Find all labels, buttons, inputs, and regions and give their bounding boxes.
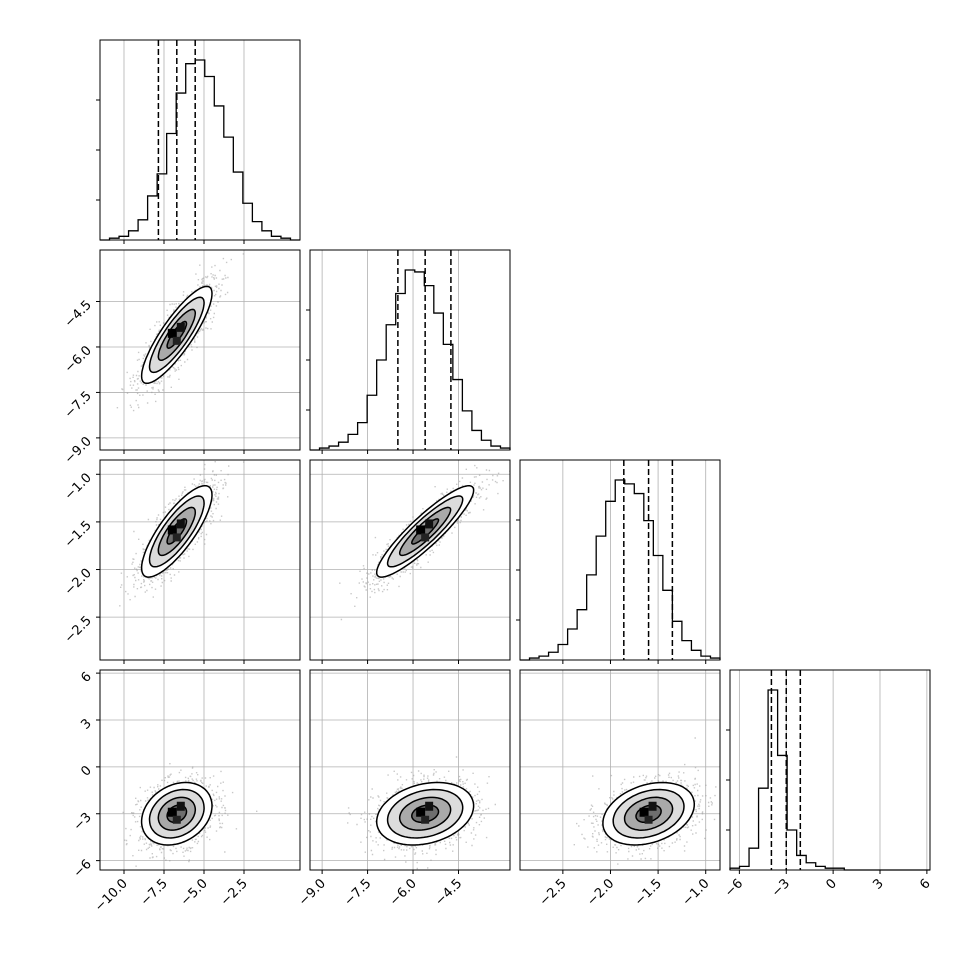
y-tick-label: −2.0 (62, 566, 95, 599)
x-tick-label: −7.5 (138, 876, 171, 909)
scatter-panel-3-0: −10.0 −7.5 −5.0 −2.5 −6 −3 0 3 6 (71, 669, 301, 915)
panel-content (573, 737, 717, 865)
x-tick-label: −9.0 (296, 876, 329, 909)
y-tick-label: −6.0 (62, 343, 95, 376)
y-tick-label: −3 (71, 810, 95, 834)
y-tick-label: −4.5 (62, 298, 95, 331)
y-tick-label: −1.0 (62, 471, 95, 504)
panel-content (122, 763, 258, 867)
x-tick-label: −2.5 (218, 876, 251, 909)
histogram-panel-0 (96, 39, 301, 244)
density-core (172, 336, 181, 345)
x-tick-label: −3 (769, 876, 793, 900)
x-tick-label: −6.0 (387, 876, 420, 909)
density-core (421, 533, 430, 542)
histogram-panel-2 (516, 459, 721, 664)
scatter-panel-3-1: −9.0 −7.5 −6.0 −4.5 (296, 669, 511, 909)
density-core (425, 519, 434, 529)
panel-frame (519, 459, 721, 661)
x-tick-label: −6 (722, 876, 746, 900)
panel-frame (309, 459, 511, 661)
x-tick-label: −2.5 (537, 876, 570, 909)
panel-frame (309, 669, 511, 871)
density-core (416, 807, 426, 817)
x-tick-label: −1.0 (680, 876, 713, 909)
scatter-panel-3-2: −2.5 −2.0 −1.5 −1.0 (519, 669, 721, 909)
density-core (167, 807, 177, 817)
x-tick-label: −7.5 (341, 876, 374, 909)
density-core (644, 815, 653, 824)
y-tick-label: −1.5 (62, 518, 95, 551)
density-core (167, 328, 177, 338)
density-core (172, 533, 181, 542)
density-core (421, 815, 430, 824)
scatter-panel-1-0: −9.0 −7.5 −6.0 −4.5 (62, 249, 301, 467)
histogram-panel-1 (306, 249, 511, 454)
density-core (176, 322, 185, 332)
y-tick-label: −9.0 (62, 434, 95, 467)
x-tick-label: 3 (870, 876, 886, 892)
y-tick-label: −7.5 (62, 389, 95, 422)
panel-frame (99, 249, 301, 451)
density-core (172, 815, 181, 824)
density-core (425, 801, 434, 811)
y-tick-label: 0 (78, 763, 94, 779)
x-tick-label: 0 (823, 876, 839, 892)
density-core (639, 807, 649, 817)
panel-frame (309, 249, 511, 451)
density-core (416, 525, 426, 535)
histogram-step (520, 479, 721, 661)
panel-content (119, 461, 245, 607)
y-tick-label: −2.5 (62, 613, 95, 646)
x-tick-label: −4.5 (432, 876, 465, 909)
panel-frame (519, 669, 721, 871)
x-tick-label: −10.0 (92, 876, 131, 915)
panel-frame (99, 459, 301, 661)
scatter-panel-2-0: −2.5 −2.0 −1.5 −1.0 (62, 459, 301, 664)
panel-content (116, 253, 245, 412)
density-core (648, 801, 657, 811)
panel-content (339, 464, 510, 621)
histogram-step (729, 689, 930, 871)
x-tick-label: −1.5 (632, 876, 665, 909)
panel-frame (729, 669, 931, 871)
density-core (176, 519, 185, 529)
panel-content (347, 756, 496, 870)
density-core (167, 525, 177, 535)
histogram-step (310, 269, 511, 451)
scatter-panel-2-1 (309, 459, 511, 664)
histogram-step (100, 59, 300, 241)
y-tick-label: −6 (71, 857, 95, 881)
y-tick-label: 6 (78, 669, 94, 685)
density-core (176, 801, 185, 811)
y-tick-label: 3 (78, 716, 94, 732)
panel-frame (99, 669, 301, 871)
panel-frame (99, 39, 301, 241)
x-tick-label: −2.0 (584, 876, 617, 909)
x-tick-label: −5.0 (178, 876, 211, 909)
x-tick-label: 6 (917, 876, 933, 892)
histogram-panel-3: −6 −3 0 3 6 (722, 669, 934, 900)
